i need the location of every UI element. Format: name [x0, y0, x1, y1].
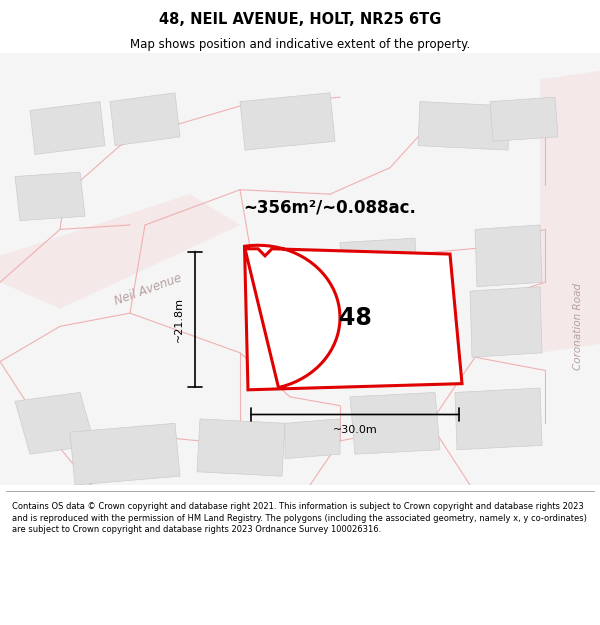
Polygon shape — [470, 287, 542, 357]
Polygon shape — [197, 419, 285, 476]
Polygon shape — [455, 388, 542, 450]
Polygon shape — [0, 194, 240, 309]
Polygon shape — [245, 245, 462, 390]
Text: ~356m²/~0.088ac.: ~356m²/~0.088ac. — [244, 198, 416, 216]
Polygon shape — [110, 92, 180, 146]
Text: Coronation Road: Coronation Road — [573, 282, 583, 370]
Polygon shape — [340, 238, 418, 313]
Polygon shape — [15, 172, 85, 221]
Polygon shape — [350, 392, 440, 454]
Polygon shape — [15, 392, 95, 454]
Polygon shape — [490, 98, 558, 141]
Polygon shape — [475, 225, 542, 287]
Polygon shape — [418, 102, 510, 150]
Text: ~21.8m: ~21.8m — [174, 297, 184, 342]
Text: Neil Avenue: Neil Avenue — [113, 271, 184, 308]
Polygon shape — [340, 318, 412, 375]
Polygon shape — [30, 102, 105, 154]
Text: ~30.0m: ~30.0m — [332, 426, 377, 436]
Text: Contains OS data © Crown copyright and database right 2021. This information is : Contains OS data © Crown copyright and d… — [12, 502, 587, 534]
Text: Map shows position and indicative extent of the property.: Map shows position and indicative extent… — [130, 38, 470, 51]
Polygon shape — [540, 71, 600, 352]
Polygon shape — [285, 419, 340, 459]
Text: 48, NEIL AVENUE, HOLT, NR25 6TG: 48, NEIL AVENUE, HOLT, NR25 6TG — [159, 12, 441, 27]
Polygon shape — [240, 92, 335, 150]
Polygon shape — [70, 423, 180, 485]
Text: 48: 48 — [338, 306, 371, 329]
Polygon shape — [0, 53, 600, 485]
